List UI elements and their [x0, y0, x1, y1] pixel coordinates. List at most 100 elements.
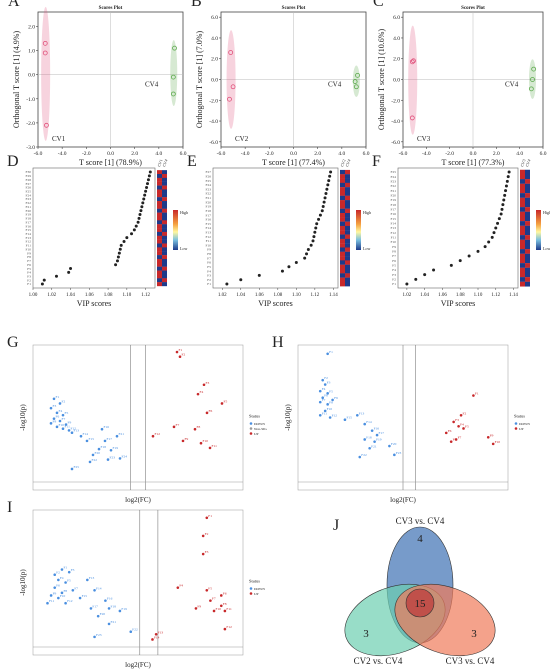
feature-label: F27 [26, 182, 32, 186]
heatmap-cell [525, 253, 530, 259]
heatmap-cell [157, 220, 162, 225]
heatmap-cell [340, 191, 345, 196]
heatmap-cell [157, 262, 162, 267]
feature-label: F3 [206, 381, 210, 385]
feature-label: F3 [53, 404, 57, 408]
vip-point [115, 259, 119, 263]
status-legend-title: Status [514, 414, 525, 419]
feature-label: F13 [26, 236, 32, 240]
feature-label: F9 [207, 248, 211, 252]
feature-label: F15 [82, 594, 88, 598]
vip-point [67, 270, 71, 274]
feature-label: F23 [391, 180, 397, 184]
vip-point [494, 226, 498, 230]
heatmap-cell [157, 216, 162, 221]
feature-label: F19 [113, 446, 119, 450]
feature-label: F7 [322, 398, 326, 402]
feature-label: F20 [95, 451, 101, 455]
feature-label: F5 [208, 586, 212, 590]
x-axis-label: VIP scores [77, 299, 112, 308]
feature-label: F26 [26, 186, 32, 190]
feature-label: F1 [63, 566, 67, 570]
feature-label: F23 [96, 633, 102, 637]
heatmap-cell [520, 216, 525, 222]
volcano-point-down [89, 607, 93, 610]
x-tick-label: 1.04 [420, 293, 429, 298]
feature-label: F8 [27, 255, 31, 259]
feature-label: F16 [374, 427, 380, 431]
y-tick-label: -2.0 [26, 121, 35, 127]
vip-point [42, 278, 46, 282]
heatmap-cell [157, 177, 162, 182]
heatmap-cell [525, 174, 530, 180]
x-tick-label: -6.0 [399, 151, 408, 157]
heatmap-cell [162, 197, 167, 202]
heatmap-cell [520, 202, 525, 208]
feature-label: F10 [206, 243, 212, 247]
feature-label: F18 [391, 203, 397, 207]
vip-point [116, 255, 120, 259]
y-tick-label: -2.0 [391, 98, 400, 104]
feature-label: F24 [391, 175, 397, 179]
feature-label: F20 [391, 194, 397, 198]
feature-label: F23 [110, 456, 116, 460]
vip-point [313, 230, 317, 234]
volcano-point-down [103, 439, 107, 443]
volcano-point-down [323, 383, 327, 386]
feature-label: F19 [121, 607, 127, 611]
heatmap-cell [340, 264, 345, 270]
volcano-point-down [358, 455, 362, 459]
feature-label: F1 [392, 282, 396, 286]
vip-point [130, 232, 134, 236]
feature-label: F7 [207, 256, 211, 260]
feature-label: F3 [455, 418, 459, 422]
volcano-point-down [107, 622, 111, 626]
feature-label: F7 [392, 254, 396, 258]
y-axis-label: -log10(p) [19, 569, 27, 596]
volcano-point-up [486, 435, 490, 439]
heatmap-cell [345, 169, 350, 175]
heatmap-cell [345, 221, 350, 227]
y-tick-label: -4.0 [391, 119, 400, 125]
feature-label: F24 [122, 454, 128, 458]
volcano-point-down [393, 453, 396, 457]
volcano-point-down [64, 601, 67, 605]
feature-label: F22 [92, 458, 98, 462]
plot-frame [32, 167, 156, 289]
x-tick-label: 1.14 [509, 293, 518, 298]
feature-label: F8 [53, 419, 57, 423]
feature-label: F25 [74, 465, 80, 469]
feature-label: F4 [179, 584, 183, 588]
heatmap-cell [340, 182, 345, 188]
heatmap-cell [345, 281, 350, 287]
heatmap-cell [157, 228, 162, 233]
score-point [352, 79, 358, 84]
heatmap-cell [520, 253, 525, 259]
vip-point [294, 260, 298, 264]
plot-frame [397, 167, 519, 289]
volcano-point-down [318, 414, 322, 417]
venn-diagram: J CV3 vs. CV4 CV2 vs. CV4 CV3 vs. CV4 4 3 3 15 [333, 516, 496, 666]
vip-point [499, 212, 503, 216]
heatmap-cell [345, 269, 350, 274]
feature-label: F20 [100, 612, 106, 616]
heatmap-cell [162, 204, 167, 209]
heatmap-cell [345, 230, 350, 235]
feature-label: F14 [26, 232, 32, 236]
feature-label: F4 [59, 409, 63, 413]
feature-label: F29 [26, 174, 32, 178]
feature-label: F1 [207, 282, 211, 286]
vip-plot-f: F F25F24F23F22F21F20F19F18F17F16F15F14F13… [372, 153, 550, 308]
heatmap-cell [157, 239, 162, 244]
feature-label: F12 [206, 235, 212, 239]
heatmap-cell [525, 169, 530, 175]
volcano-point-up [472, 394, 475, 397]
feature-label: F7 [74, 586, 78, 590]
volcano-point-down [93, 635, 96, 639]
vip-point [54, 274, 58, 278]
heatmap-cell [157, 212, 162, 217]
x-tick-label: 2.0 [314, 151, 321, 157]
plot-frame [32, 344, 244, 491]
status-legend-label: DOWN [254, 587, 265, 591]
x-tick-label: -2.0 [265, 151, 274, 157]
